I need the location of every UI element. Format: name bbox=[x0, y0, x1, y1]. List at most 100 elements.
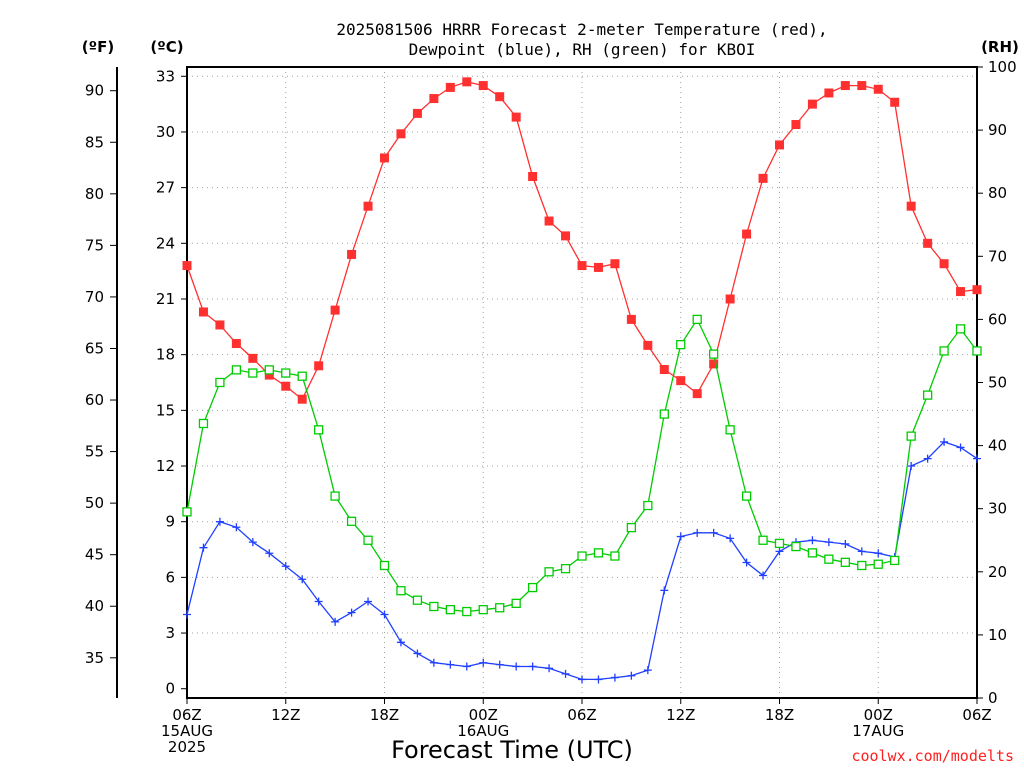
dewpoint-point bbox=[512, 662, 521, 671]
temp-point bbox=[380, 153, 389, 163]
rh-point bbox=[544, 567, 554, 577]
dewpoint-point bbox=[627, 671, 636, 680]
dewpoint-point bbox=[545, 664, 554, 673]
rh-point bbox=[412, 595, 423, 605]
rh-point bbox=[709, 349, 719, 359]
rh-point bbox=[741, 491, 752, 501]
rh-tick-label: 50 bbox=[988, 374, 1007, 392]
temp-point bbox=[528, 171, 538, 181]
rh-point bbox=[972, 346, 982, 356]
dewpoint-point bbox=[479, 658, 488, 667]
rh-point bbox=[379, 560, 390, 571]
temp-point bbox=[445, 82, 455, 92]
temp-point bbox=[676, 376, 686, 386]
temp-point bbox=[363, 201, 373, 211]
rh-point bbox=[330, 491, 340, 501]
dewpoint-point bbox=[314, 597, 323, 606]
rh-point bbox=[857, 560, 867, 571]
time-tick-label: 12Z bbox=[271, 706, 300, 724]
celsius-tick-label: 30 bbox=[156, 123, 175, 141]
dewpoint-point bbox=[298, 575, 307, 584]
fahrenheit-tick-label: 80 bbox=[85, 185, 104, 203]
time-tick-label: 00Z bbox=[469, 706, 498, 724]
temp-point bbox=[593, 262, 603, 272]
rh-point bbox=[511, 598, 521, 608]
temp-point bbox=[643, 340, 653, 350]
temp-line bbox=[186, 81, 978, 401]
rh-point bbox=[198, 418, 209, 429]
celsius-tick-label: 12 bbox=[156, 457, 175, 475]
fahrenheit-tick-label: 65 bbox=[85, 339, 104, 357]
temp-point bbox=[857, 81, 867, 91]
temp-point bbox=[807, 99, 817, 109]
dewpoint-point bbox=[232, 523, 241, 532]
time-tick-label: 06Z bbox=[567, 706, 596, 724]
dewpoint-point bbox=[660, 586, 669, 595]
rh-point bbox=[824, 554, 834, 564]
rh-point bbox=[774, 538, 785, 549]
temp-point bbox=[758, 173, 768, 183]
dewpoint-point bbox=[578, 675, 586, 684]
dewpoint-point bbox=[973, 454, 981, 463]
dewpoint-point bbox=[215, 517, 224, 526]
temp-point bbox=[330, 305, 340, 315]
dewpoint-point bbox=[495, 660, 504, 669]
dewpoint-point bbox=[923, 454, 932, 463]
fahrenheit-axis: 35 40 45 50 55 60 65 70 75 80 85 90 bbox=[85, 82, 117, 667]
temp-point bbox=[610, 259, 620, 269]
rh-point bbox=[215, 377, 225, 388]
dewpoint-point bbox=[693, 528, 702, 537]
rh-point bbox=[577, 551, 587, 561]
fahrenheit-unit-label: (ºF) bbox=[82, 38, 114, 56]
rh-point bbox=[445, 605, 455, 615]
celsius-tick-label: 0 bbox=[165, 680, 175, 698]
temp-point bbox=[231, 339, 241, 349]
temp-point bbox=[462, 77, 472, 87]
dewpoint-point bbox=[956, 443, 965, 452]
dewpoint-point bbox=[281, 562, 290, 571]
temp-point bbox=[248, 353, 258, 363]
rh-point bbox=[560, 563, 571, 574]
rh-point bbox=[182, 507, 192, 517]
rh-tick-label: 0 bbox=[988, 689, 998, 707]
temp-point bbox=[692, 389, 702, 399]
credit-text: coolwx.com/modelts bbox=[851, 747, 1014, 765]
celsius-tick-label: 21 bbox=[156, 290, 175, 308]
time-tick-label: 17AUG bbox=[852, 722, 904, 740]
celsius-tick-label: 9 bbox=[165, 513, 175, 531]
dewpoint-point bbox=[462, 662, 471, 671]
temp-point bbox=[626, 314, 636, 324]
temp-point bbox=[725, 294, 735, 304]
fahrenheit-tick-label: 85 bbox=[85, 133, 104, 151]
temp-point bbox=[906, 201, 916, 211]
rh-tick-label: 90 bbox=[988, 121, 1007, 139]
temp-point bbox=[742, 229, 752, 239]
rh-tick-label: 20 bbox=[988, 563, 1007, 581]
rh-point bbox=[495, 603, 505, 613]
celsius-unit-label: (ºC) bbox=[150, 38, 183, 56]
rh-point bbox=[478, 605, 488, 615]
rh-point bbox=[659, 409, 669, 419]
temp-series bbox=[182, 77, 982, 404]
rh-point bbox=[758, 535, 768, 545]
rh-point bbox=[725, 425, 735, 435]
celsius-tick-label: 15 bbox=[156, 401, 175, 419]
temp-point bbox=[972, 285, 982, 295]
rh-point bbox=[593, 548, 604, 558]
celsius-tick-label: 24 bbox=[156, 234, 175, 252]
rh-point bbox=[429, 601, 439, 612]
rh-point bbox=[955, 324, 966, 334]
temp-point bbox=[923, 238, 933, 248]
dewpoint-point bbox=[364, 597, 373, 606]
rh-series bbox=[182, 314, 982, 617]
rh-tick-label: 30 bbox=[988, 500, 1007, 518]
celsius-axis: 0 3 6 9 12 15 18 21 24 27 30 33 bbox=[156, 67, 187, 698]
dewpoint-point bbox=[759, 571, 768, 580]
rh-point bbox=[396, 586, 406, 596]
time-tick-label: 16AUG bbox=[457, 722, 509, 740]
fahrenheit-tick-label: 70 bbox=[85, 288, 104, 306]
chart-title-line1: 2025081506 HRRR Forecast 2-meter Tempera… bbox=[336, 20, 827, 39]
celsius-tick-label: 3 bbox=[165, 624, 175, 642]
temp-point bbox=[577, 261, 587, 271]
rh-tick-label: 80 bbox=[988, 184, 1007, 202]
